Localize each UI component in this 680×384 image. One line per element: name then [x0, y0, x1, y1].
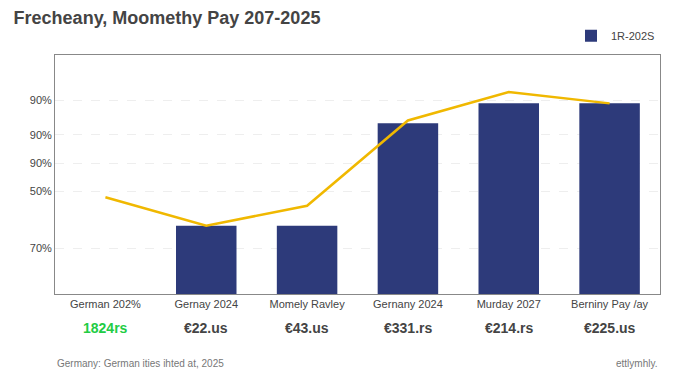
svg-text:Gernay 2024: Gernay 2024: [174, 298, 238, 310]
svg-text:€214.rs: €214.rs: [485, 320, 533, 336]
svg-text:€43.us: €43.us: [285, 320, 329, 336]
svg-text:50%: 50%: [30, 185, 52, 197]
svg-text:90%: 90%: [30, 157, 52, 169]
svg-text:1R-202S: 1R-202S: [611, 30, 654, 42]
svg-text:€22.us: €22.us: [184, 320, 228, 336]
svg-text:Berniny Pay /ay: Berniny Pay /ay: [571, 298, 649, 310]
svg-text:1824rs: 1824rs: [83, 320, 128, 336]
svg-text:Germany: German ities ihted at: Germany: German ities ihted at, 2025: [57, 358, 224, 369]
svg-text:Frecheany, Moomethy Pay 207-20: Frecheany, Moomethy Pay 207-2025: [14, 8, 321, 28]
svg-text:90%: 90%: [30, 129, 52, 141]
svg-text:90%: 90%: [30, 94, 52, 106]
svg-text:€225.us: €225.us: [584, 320, 636, 336]
svg-text:Momely Ravley: Momely Ravley: [269, 298, 345, 310]
svg-text:ettlymhly.: ettlymhly.: [616, 358, 658, 369]
svg-text:€331.rs: €331.rs: [384, 320, 432, 336]
svg-text:Gernany 2024: Gernany 2024: [373, 298, 443, 310]
svg-text:70%: 70%: [30, 242, 52, 254]
svg-text:Murday 2027: Murday 2027: [477, 298, 541, 310]
svg-text:German 202%: German 202%: [70, 298, 141, 310]
